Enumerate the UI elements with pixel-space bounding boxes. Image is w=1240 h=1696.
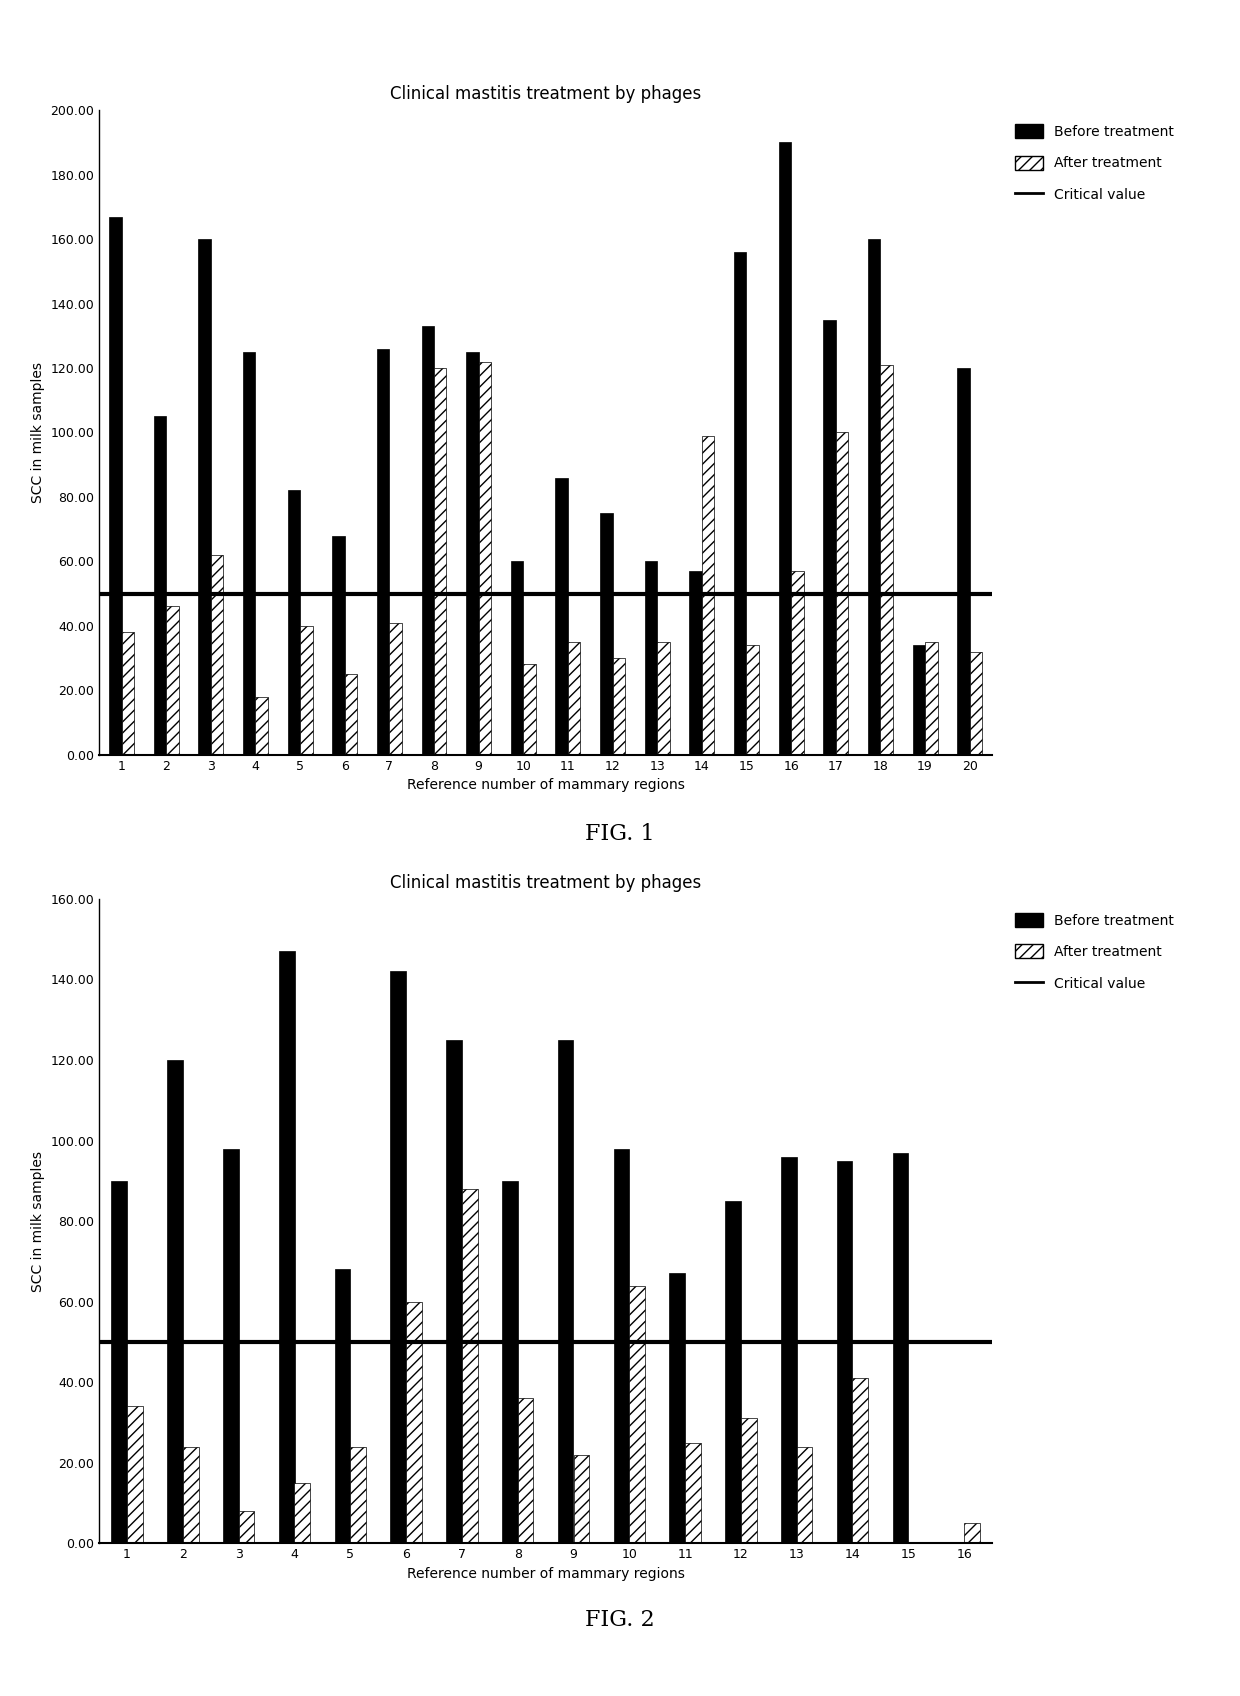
Bar <box>523 665 536 755</box>
Bar <box>629 1286 645 1543</box>
Bar <box>725 1201 740 1543</box>
Bar <box>109 217 122 755</box>
Y-axis label: SCC in milk samples: SCC in milk samples <box>31 1150 45 1292</box>
Bar <box>391 972 407 1543</box>
Bar <box>243 353 255 755</box>
Bar <box>517 1398 533 1543</box>
Bar <box>434 368 446 755</box>
Bar <box>823 319 836 755</box>
Bar <box>294 1482 310 1543</box>
Bar <box>645 561 657 755</box>
Bar <box>740 1418 756 1543</box>
Bar <box>184 1447 198 1543</box>
Bar <box>300 626 312 755</box>
Bar <box>167 1060 184 1543</box>
Bar <box>223 1148 238 1543</box>
Bar <box>573 1455 589 1543</box>
Legend: Before treatment, After treatment, Critical value: Before treatment, After treatment, Criti… <box>1008 906 1180 997</box>
Bar <box>279 951 295 1543</box>
Bar <box>837 1160 852 1543</box>
Bar <box>734 253 746 755</box>
Bar <box>288 490 300 755</box>
Bar <box>112 1180 126 1543</box>
Bar <box>466 353 479 755</box>
Bar <box>852 1379 868 1543</box>
Bar <box>332 536 345 755</box>
Bar <box>779 142 791 755</box>
Bar <box>389 622 402 755</box>
Bar <box>238 1511 254 1543</box>
Bar <box>600 512 613 755</box>
Bar <box>657 641 670 755</box>
Bar <box>122 633 134 755</box>
Bar <box>970 651 982 755</box>
Text: FIG. 2: FIG. 2 <box>585 1610 655 1630</box>
Bar <box>796 1447 812 1543</box>
Bar <box>702 436 714 755</box>
Title: Clinical mastitis treatment by phages: Clinical mastitis treatment by phages <box>389 85 702 103</box>
Bar <box>461 1189 477 1543</box>
Bar <box>791 572 804 755</box>
Bar <box>913 644 925 755</box>
Bar <box>746 644 759 755</box>
Bar <box>335 1269 351 1543</box>
Bar <box>868 239 880 755</box>
Bar <box>502 1180 517 1543</box>
Title: Clinical mastitis treatment by phages: Clinical mastitis treatment by phages <box>389 873 702 892</box>
Text: FIG. 1: FIG. 1 <box>585 824 655 845</box>
Bar <box>613 658 625 755</box>
Bar <box>198 239 211 755</box>
Bar <box>957 368 970 755</box>
Bar <box>556 478 568 755</box>
Bar <box>126 1406 143 1543</box>
X-axis label: Reference number of mammary regions: Reference number of mammary regions <box>407 778 684 792</box>
Bar <box>880 365 893 755</box>
Bar <box>422 326 434 755</box>
Bar <box>446 1040 461 1543</box>
Bar <box>377 349 389 755</box>
Bar <box>836 432 848 755</box>
Bar <box>965 1523 980 1543</box>
Bar <box>405 1303 422 1543</box>
Bar <box>781 1157 796 1543</box>
Bar <box>211 555 223 755</box>
Bar <box>670 1274 684 1543</box>
Bar <box>558 1040 573 1543</box>
Bar <box>689 572 702 755</box>
Bar <box>154 416 166 755</box>
Bar <box>684 1443 701 1543</box>
Bar <box>568 641 580 755</box>
Bar <box>166 607 179 755</box>
Bar <box>925 641 937 755</box>
Bar <box>893 1153 908 1543</box>
Legend: Before treatment, After treatment, Critical value: Before treatment, After treatment, Criti… <box>1008 117 1180 209</box>
Bar <box>350 1447 366 1543</box>
X-axis label: Reference number of mammary regions: Reference number of mammary regions <box>407 1567 684 1581</box>
Bar <box>614 1148 629 1543</box>
Bar <box>511 561 523 755</box>
Bar <box>345 673 357 755</box>
Bar <box>479 361 491 755</box>
Bar <box>255 697 268 755</box>
Y-axis label: SCC in milk samples: SCC in milk samples <box>31 361 45 504</box>
